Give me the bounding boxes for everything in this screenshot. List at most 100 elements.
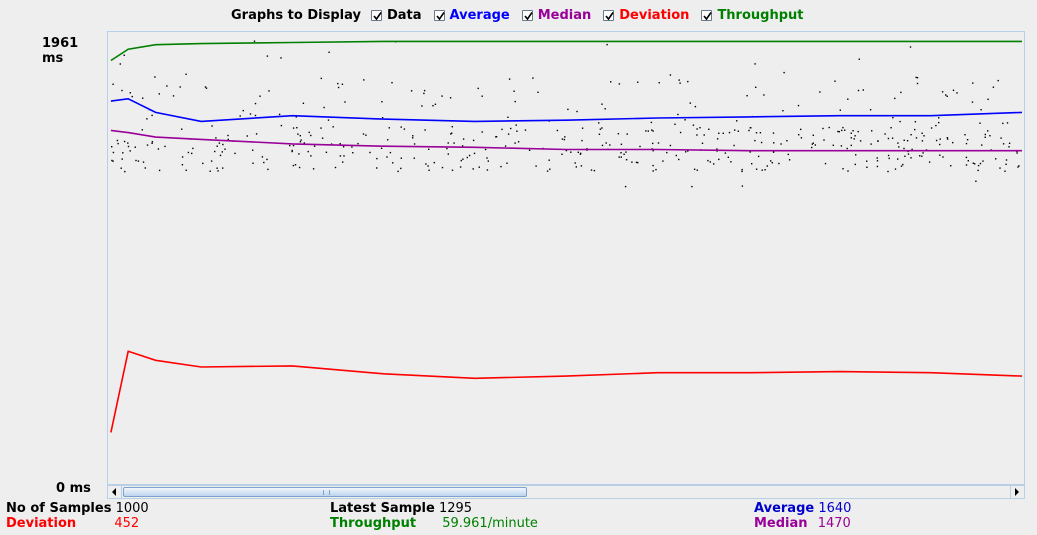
toggle-average[interactable]: Average — [433, 8, 510, 23]
toggle-data[interactable]: Data — [370, 8, 422, 23]
median-line — [110, 129, 1022, 152]
data-point — [822, 127, 824, 130]
data-point — [689, 102, 691, 104]
data-point — [432, 105, 434, 107]
data-point — [650, 121, 653, 124]
scroll-left-button[interactable] — [108, 486, 122, 498]
data-point — [400, 126, 402, 128]
data-point — [755, 132, 758, 134]
data-point — [909, 46, 912, 48]
data-point — [513, 90, 515, 92]
data-point — [679, 131, 682, 134]
data-point — [989, 135, 991, 137]
data-point — [601, 127, 603, 129]
throughput-value: 59.961/minute — [442, 516, 538, 531]
data-point — [376, 157, 378, 160]
data-point — [939, 143, 941, 146]
data-point — [823, 139, 825, 141]
data-point — [146, 144, 149, 146]
data-point — [392, 162, 394, 164]
data-point — [580, 152, 582, 155]
data-point — [1005, 159, 1008, 161]
latest-sample-stat: Latest Sample 1295 — [330, 501, 472, 516]
scroll-right-button[interactable] — [1010, 486, 1024, 498]
data-point — [696, 128, 698, 130]
data-point — [127, 145, 130, 148]
data-checkbox[interactable] — [370, 9, 382, 21]
data-point — [914, 128, 916, 131]
data-point — [308, 131, 310, 134]
data-point — [351, 146, 353, 148]
data-point — [517, 141, 520, 143]
deviation-line — [110, 350, 1023, 433]
data-point — [224, 148, 226, 150]
deviation-stat: Deviation 452 — [6, 516, 139, 531]
data-point — [376, 167, 378, 169]
data-point — [567, 108, 569, 111]
average-checkbox[interactable] — [433, 9, 445, 21]
y-axis-min-label: 0 ms — [56, 481, 91, 496]
data-point — [601, 144, 604, 147]
median-checkbox[interactable] — [521, 9, 533, 21]
data-point — [755, 168, 758, 170]
data-point — [637, 81, 639, 83]
data-point — [389, 151, 392, 154]
deviation-checkbox[interactable] — [603, 9, 615, 21]
throughput-checkbox[interactable] — [701, 9, 713, 21]
data-point — [310, 134, 312, 137]
data-point — [946, 137, 949, 139]
deviation-toggle-label: Deviation — [619, 7, 690, 23]
data-point — [397, 170, 399, 173]
data-point — [832, 144, 834, 146]
data-point — [342, 146, 345, 148]
data-point — [423, 92, 425, 95]
data-point — [185, 169, 187, 171]
data-point — [447, 142, 449, 144]
checkmark-icon — [703, 11, 713, 20]
data-point — [144, 167, 146, 169]
toggle-deviation[interactable]: Deviation — [603, 8, 689, 23]
data-point — [413, 157, 415, 159]
toggle-median[interactable]: Median — [521, 8, 591, 23]
toggle-throughput[interactable]: Throughput — [701, 8, 804, 23]
data-point — [214, 150, 216, 153]
data-point — [716, 138, 719, 140]
data-point — [507, 116, 509, 118]
data-point — [321, 137, 324, 139]
data-point — [945, 94, 947, 96]
data-point — [363, 79, 365, 81]
data-point — [771, 162, 773, 164]
data-point — [727, 156, 729, 158]
data-point — [158, 93, 160, 95]
data-point — [122, 152, 124, 154]
data-point — [434, 103, 437, 105]
data-point — [757, 155, 760, 158]
data-point — [887, 154, 890, 157]
checkmark-icon — [605, 11, 614, 20]
data-point — [828, 126, 830, 129]
samples-stat: No of Samples 1000 — [6, 501, 149, 516]
scrollbar-thumb[interactable] — [123, 487, 527, 497]
data-point — [291, 150, 293, 153]
data-point — [812, 134, 814, 136]
data-point — [859, 140, 862, 142]
data-point — [904, 155, 906, 157]
data-point — [294, 164, 297, 166]
data-point — [141, 129, 143, 131]
data-point — [903, 147, 905, 150]
data-point — [484, 148, 487, 151]
data-point — [227, 138, 229, 141]
data-point — [246, 135, 248, 137]
data-point — [876, 160, 879, 162]
data-point — [884, 133, 886, 135]
data-point — [763, 94, 765, 96]
horizontal-scrollbar[interactable] — [107, 485, 1025, 499]
data-point — [846, 147, 848, 150]
data-point — [887, 137, 890, 140]
data-point — [381, 117, 384, 119]
data-point — [772, 132, 775, 134]
data-point — [129, 92, 131, 94]
data-point — [123, 54, 125, 56]
data-point — [666, 151, 668, 154]
data-point — [840, 145, 843, 147]
